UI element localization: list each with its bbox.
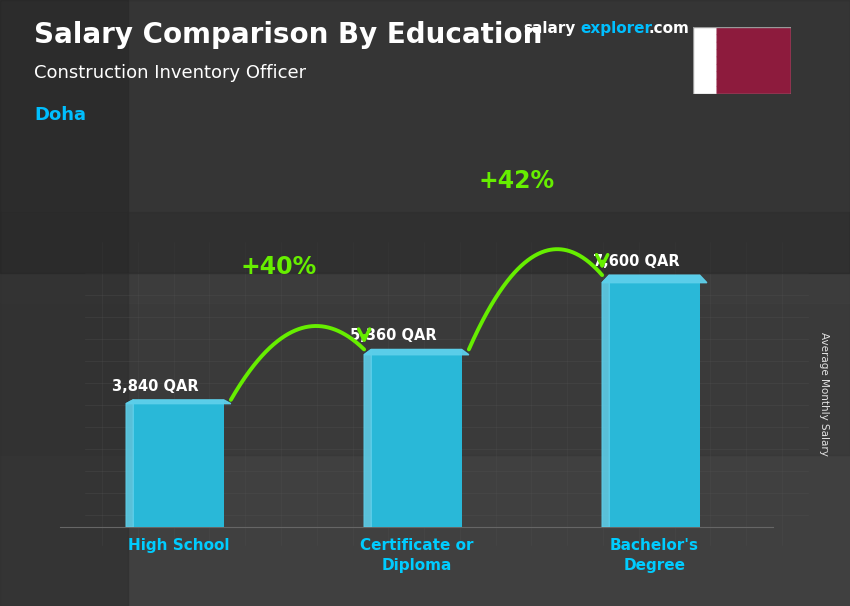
Text: Construction Inventory Officer: Construction Inventory Officer: [34, 64, 306, 82]
Polygon shape: [717, 57, 728, 64]
Text: .com: .com: [649, 21, 689, 36]
Polygon shape: [126, 400, 231, 404]
Bar: [0, 0, 850, 303]
Bar: [133, 400, 224, 527]
Text: Salary Comparison By Education: Salary Comparison By Education: [34, 21, 542, 49]
Bar: [609, 275, 700, 527]
Text: Doha: Doha: [34, 106, 86, 124]
Polygon shape: [602, 275, 707, 282]
Text: +40%: +40%: [241, 256, 316, 279]
Polygon shape: [717, 35, 728, 42]
Polygon shape: [717, 64, 728, 72]
Text: 5,360 QAR: 5,360 QAR: [350, 328, 437, 344]
Text: 3,840 QAR: 3,840 QAR: [112, 379, 199, 394]
Polygon shape: [602, 275, 609, 527]
Polygon shape: [717, 72, 728, 79]
Bar: [0, 0, 128, 606]
Text: Average Monthly Salary: Average Monthly Salary: [819, 332, 829, 456]
Text: explorer: explorer: [581, 21, 653, 36]
Bar: [693, 27, 717, 94]
Polygon shape: [717, 79, 728, 87]
Polygon shape: [717, 87, 728, 94]
Polygon shape: [126, 400, 133, 527]
Bar: [0, 0, 850, 273]
Polygon shape: [717, 42, 728, 50]
Bar: [371, 350, 462, 527]
Bar: [0, 212, 850, 454]
Polygon shape: [364, 350, 469, 355]
Polygon shape: [364, 350, 371, 527]
Polygon shape: [717, 50, 728, 57]
Text: +42%: +42%: [479, 169, 554, 193]
Polygon shape: [717, 27, 728, 35]
Text: salary: salary: [523, 21, 575, 36]
Text: 7,600 QAR: 7,600 QAR: [592, 254, 679, 269]
